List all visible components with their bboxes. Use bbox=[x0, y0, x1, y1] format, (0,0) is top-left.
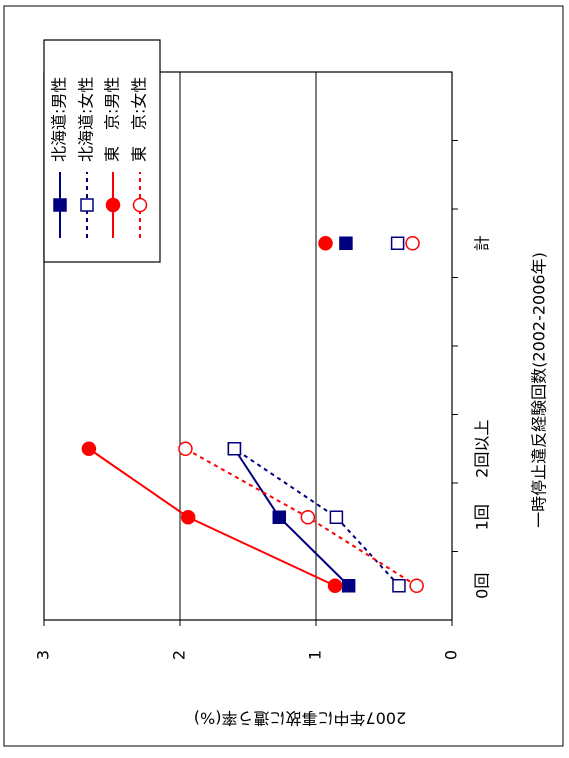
marker bbox=[405, 236, 420, 251]
marker bbox=[178, 441, 193, 456]
marker bbox=[300, 510, 316, 525]
x-tick-label: 2回以上 bbox=[473, 420, 492, 478]
y-axis-title: 2007年中に事故に遭う率(%) bbox=[194, 709, 406, 728]
marker bbox=[318, 236, 333, 251]
legend: 北海道:男性 北海道:女性東 京:男性東 京:女性 bbox=[43, 39, 161, 263]
x-tick-label: 計 bbox=[473, 235, 492, 251]
y-tick-label: 3 bbox=[34, 650, 53, 660]
legend-label: 東 京:男性 bbox=[103, 77, 122, 162]
legend-label: 北海道:女性 bbox=[77, 77, 96, 162]
x-tick-label: 1回 bbox=[473, 504, 492, 530]
marker bbox=[392, 579, 406, 593]
legend-marker bbox=[53, 198, 67, 212]
legend-marker bbox=[132, 197, 148, 213]
marker bbox=[327, 578, 343, 593]
x-tick-label: 0回 bbox=[473, 573, 492, 599]
outer-frame bbox=[3, 5, 564, 747]
marker bbox=[339, 236, 353, 250]
y-tick-label: 0 bbox=[442, 650, 461, 660]
x-axis-title: 一時停止違反経験回数(2002-2006年) bbox=[530, 252, 549, 528]
legend-label: 北海道:男性 bbox=[50, 77, 69, 162]
marker bbox=[329, 510, 344, 524]
marker bbox=[272, 510, 287, 524]
marker bbox=[341, 579, 356, 593]
marker bbox=[409, 578, 424, 593]
legend-marker bbox=[80, 198, 94, 212]
marker bbox=[81, 441, 97, 456]
legend-box bbox=[43, 39, 161, 263]
marker bbox=[180, 510, 196, 525]
y-tick-label: 1 bbox=[306, 650, 325, 660]
marker bbox=[227, 442, 242, 456]
legend-marker bbox=[105, 197, 121, 213]
legend-label: 東 京:女性 bbox=[130, 77, 149, 162]
marker bbox=[390, 236, 405, 250]
y-tick-label: 2 bbox=[170, 650, 189, 660]
